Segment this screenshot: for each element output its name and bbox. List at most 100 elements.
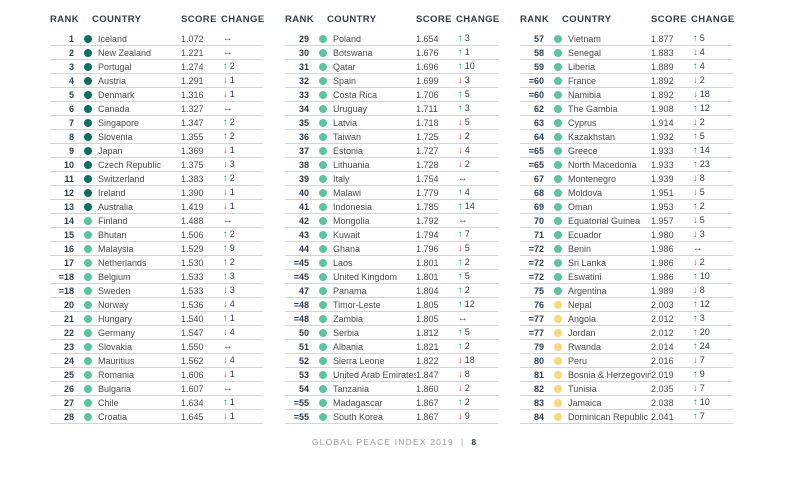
up-arrow-icon: ↑ [223,117,228,128]
change-value: 12 [699,103,710,113]
country-name: Taiwan [331,129,417,144]
up-arrow-icon: ↑ [458,299,463,310]
score-value: 1.980 [651,227,692,242]
dot-cell [544,59,567,74]
rank-cell: 43 [285,227,310,242]
rank-cell: 11 [50,171,74,186]
up-arrow-icon: ↑ [458,229,463,240]
change-value: 2 [699,75,705,85]
peace-tier-dot [84,357,92,366]
country-name: Switzerland [96,171,182,186]
change-value: 5 [699,187,705,197]
no-change-arrow-icon: ↔ [458,173,468,184]
dot-cell [309,32,332,46]
dot-cell [544,227,567,242]
score-value: 1.986 [651,255,692,270]
rank-cell: 4 [50,73,74,88]
peace-tier-dot [554,63,563,72]
dot-cell [544,409,567,424]
dot-cell [544,213,567,228]
score-value: 1.957 [651,213,692,228]
score-value: 1.316 [181,87,222,102]
change-cell: ↓ 2 [691,255,734,270]
country-name: Ireland [96,185,182,200]
header-row: RANK COUNTRY SCORE CHANGE [520,14,734,32]
country-name: United Arab Emirates [331,367,417,382]
country-row: =72 Benin 1.986 ↔ [520,241,734,256]
up-arrow-icon: ↑ [693,33,698,44]
rank-cell: 63 [520,115,545,130]
peace-tier-dot [554,329,563,338]
change-cell: ↑ 5 [691,129,734,144]
dot-cell [309,241,332,256]
country-row: 37 Estonia 1.727 ↓ 4 [285,143,499,158]
change-cell: ↓ 8 [691,283,734,298]
country-row: 69 Oman 1.953 ↑ 2 [520,199,734,214]
rank-cell: =18 [50,269,74,284]
rank-cell: =55 [285,409,310,424]
dot-cell [544,241,567,256]
country-row: 2 New Zealand 1.221 ↔ [50,45,264,60]
change-value: 2 [464,131,470,141]
no-change-arrow-icon: ↔ [223,103,233,114]
dot-cell [74,185,96,200]
country-name: Serbia [331,325,417,340]
up-arrow-icon: ↑ [458,271,463,282]
country-row: =72 Eswatini 1.986 ↑ 10 [520,269,734,284]
peace-tier-dot [319,133,328,142]
change-cell: ↑ 4 [691,59,734,74]
country-name: Equatorial Guinea [566,213,652,228]
country-row: 70 Equatorial Guinea 1.957 ↓ 5 [520,213,734,228]
change-value: 5 [699,131,705,141]
country-name: Croatia [96,409,182,424]
change-cell: ↑ 2 [456,339,499,354]
country-row: 28 Croatia 1.645 ↓ 1 [50,409,264,424]
rank-cell: 28 [50,409,74,424]
change-cell: ↓ 1 [221,185,264,200]
dot-cell [309,101,332,116]
score-value: 1.986 [651,241,692,256]
change-cell: ↑ 4 [456,185,499,200]
score-value: 2.003 [651,297,692,312]
up-arrow-icon: ↑ [223,257,228,268]
dot-cell [309,157,332,172]
country-name: North Macedonia [566,157,652,172]
country-name: Netherlands [96,255,182,270]
rank-cell: 53 [285,367,310,382]
change-value: 5 [464,243,470,253]
score-value: 1.536 [181,297,222,312]
down-arrow-icon: ↓ [223,201,228,212]
change-cell: ↑ 5 [691,32,734,46]
dot-cell [74,45,96,60]
score-value: 1.562 [181,353,222,368]
peace-tier-dot [84,203,92,212]
dot-cell [309,59,332,74]
country-name: Norway [96,297,182,312]
score-value: 1.274 [181,59,222,74]
peace-tier-dot [554,203,563,212]
change-value: 2 [229,131,235,141]
down-arrow-icon: ↓ [223,159,228,170]
peace-tier-dot [319,301,328,310]
country-row: =65 North Macedonia 1.933 ↑ 23 [520,157,734,172]
country-row: 20 Norway 1.536 ↓ 4 [50,297,264,312]
peace-tier-dot [554,259,563,268]
rank-cell: 81 [520,367,545,382]
change-cell: ↓ 7 [691,381,734,396]
rank-cell: 82 [520,381,545,396]
peace-tier-dot [319,245,328,254]
rank-cell: 54 [285,381,310,396]
change-cell: ↓ 1 [221,73,264,88]
country-name: Hungary [96,311,182,326]
change-value: 1 [229,313,235,323]
rank-cell: 25 [50,367,74,382]
up-arrow-icon: ↑ [693,159,698,170]
change-value: 10 [699,397,710,407]
rank-cell: =72 [520,269,545,284]
change-cell: ↑ 1 [221,311,264,326]
country-name: Qatar [331,59,417,74]
change-cell: ↔ [456,213,499,228]
change-cell: ↑ 2 [221,129,264,144]
peace-tier-dot [319,119,328,128]
score-value: 1.533 [181,269,222,284]
